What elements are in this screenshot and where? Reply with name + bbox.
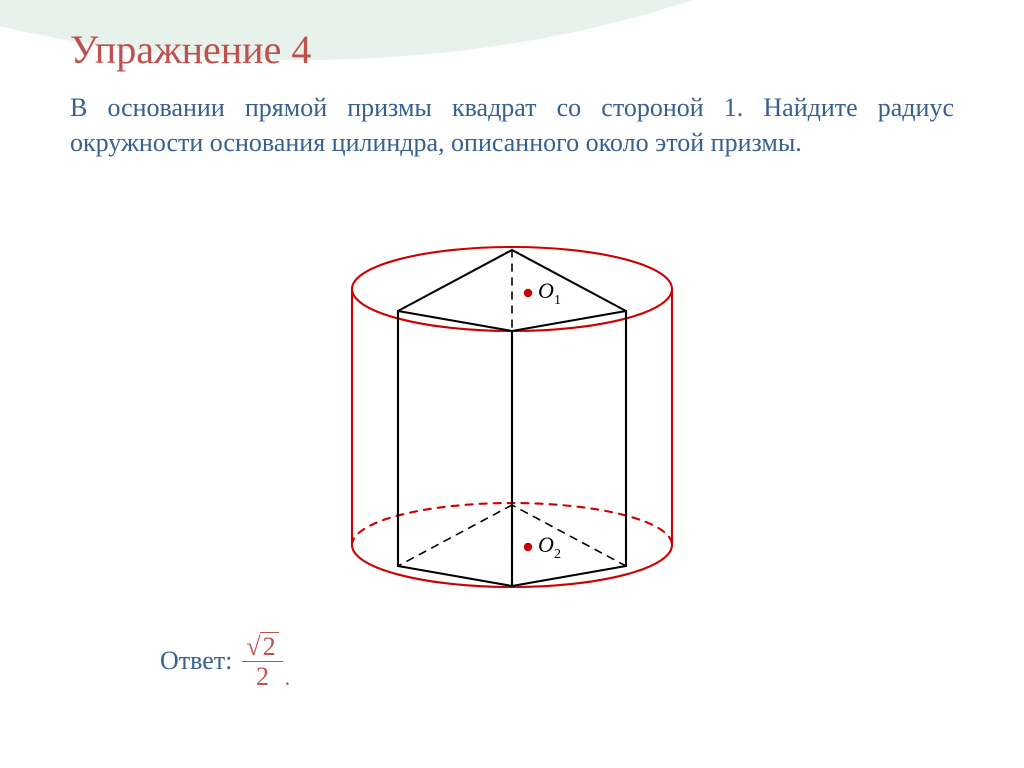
- problem-text: В основании прямой призмы квадрат со сто…: [70, 90, 954, 160]
- svg-text:O: O: [538, 532, 554, 557]
- figure: O1O2: [0, 215, 1024, 620]
- svg-text:O: O: [538, 278, 554, 303]
- answer-numerator-root: 2: [260, 632, 279, 660]
- sqrt-icon: √ 2: [246, 632, 278, 660]
- period-icon: .: [285, 665, 291, 691]
- svg-text:1: 1: [554, 293, 561, 308]
- answer-label: Ответ:: [160, 646, 232, 676]
- slide: Упражнение 4 В основании прямой призмы к…: [0, 0, 1024, 768]
- answer-fraction: √ 2 2: [242, 632, 282, 691]
- answer: Ответ: √ 2 2 .: [160, 632, 290, 691]
- svg-text:2: 2: [554, 547, 561, 562]
- exercise-title: Упражнение 4: [70, 26, 311, 73]
- answer-denominator: 2: [256, 662, 269, 690]
- prism-in-cylinder-diagram: O1O2: [302, 215, 722, 615]
